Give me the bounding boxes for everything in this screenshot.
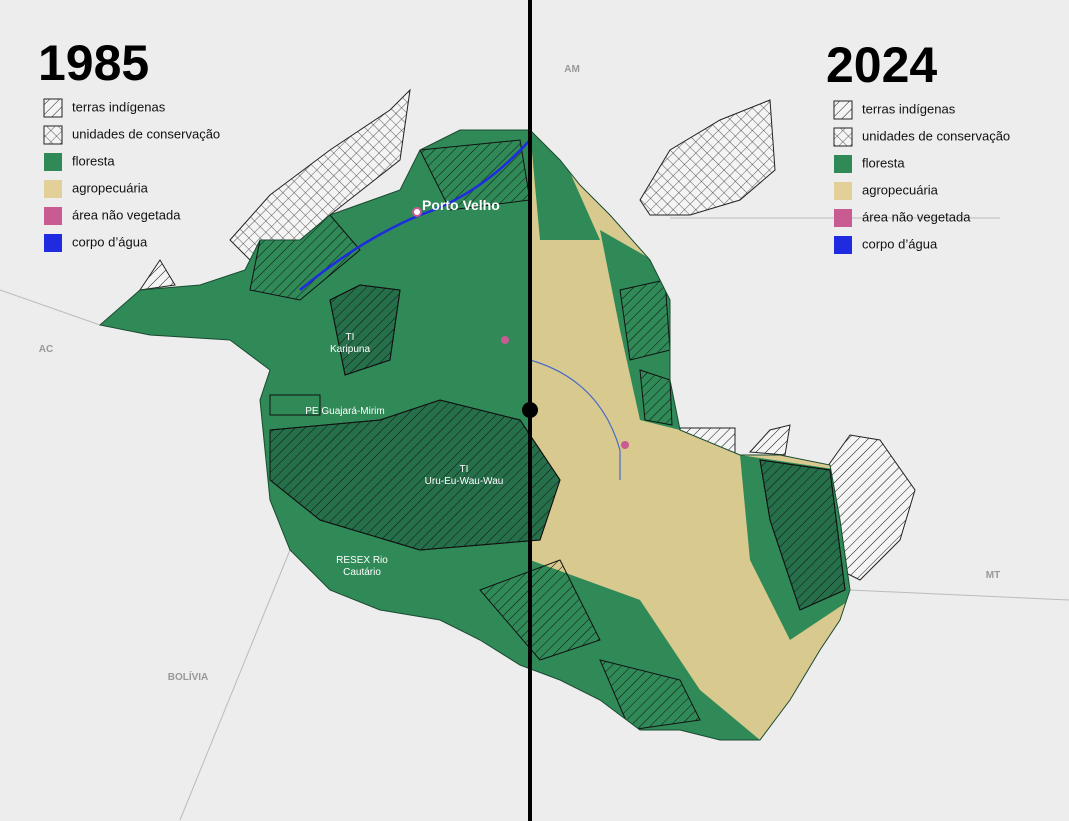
legend-label: floresta — [72, 153, 115, 168]
legend-label: terras indígenas — [862, 101, 956, 116]
area-label: RESEX Rio — [336, 555, 388, 566]
legend-label: corpo d’água — [72, 234, 148, 249]
indigenous-land — [138, 259, 176, 291]
legends: terras indígenas unidades de conservação f… — [43, 98, 1010, 254]
legend-label: corpo d’água — [862, 236, 938, 251]
legend-swatch — [834, 182, 852, 200]
legend-label: área não vegetada — [72, 207, 181, 222]
legend-swatch — [833, 100, 853, 120]
conservation-unit — [639, 99, 776, 216]
legend-swatch — [44, 153, 62, 171]
legend-swatch — [833, 127, 853, 147]
area-label: TI — [346, 332, 355, 343]
area-label: Uru-Eu-Wau-Wau — [425, 476, 504, 487]
legend-swatch — [43, 125, 63, 145]
legend-label: floresta — [862, 155, 905, 170]
region-label: AM — [564, 64, 580, 75]
legend-label: agropecuária — [862, 182, 939, 197]
region-label: AC — [39, 344, 53, 355]
year-title: 2024 — [826, 37, 937, 93]
legend-label: terras indígenas — [72, 99, 166, 114]
legend-swatch — [834, 155, 852, 173]
area-label: TI Uru-Eu-Wau-Wau — [425, 464, 504, 487]
river — [529, 359, 621, 480]
area-label: RESEX Rio Cautário — [336, 555, 388, 578]
legend-swatch — [43, 98, 63, 118]
area-label: PE Guajará-Mirim — [305, 406, 384, 417]
legend-swatch — [44, 180, 62, 198]
legend-label: área não vegetada — [862, 209, 971, 224]
legend-label: agropecuária — [72, 180, 149, 195]
area-label: Cautário — [343, 567, 381, 578]
legend-label: unidades de conservação — [862, 128, 1010, 143]
city-label: Porto Velho — [422, 197, 500, 213]
region-label: MT — [986, 570, 1000, 581]
area-label: TI Karipuna — [330, 332, 370, 355]
indigenous-land — [748, 424, 791, 456]
legend-swatch — [834, 209, 852, 227]
divider-handle[interactable] — [522, 402, 538, 418]
region-label: BOLÍVIA — [168, 670, 209, 683]
city-marker — [412, 207, 422, 217]
legend-swatch — [44, 207, 62, 225]
legend-swatch — [834, 236, 852, 254]
area-label: TI — [460, 464, 469, 475]
year-title: 1985 — [38, 35, 149, 91]
area-label: Karipuna — [330, 344, 370, 355]
legend-label: unidades de conservação — [72, 126, 220, 141]
legend-swatch — [44, 234, 62, 252]
